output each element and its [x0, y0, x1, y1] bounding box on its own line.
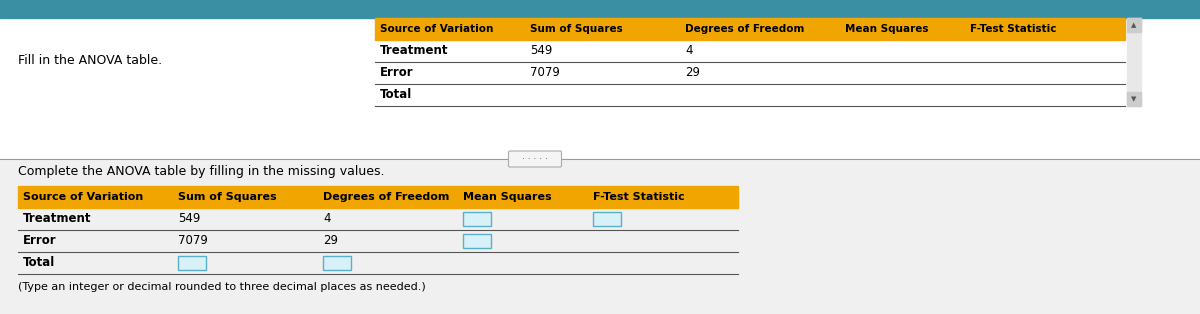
- Text: ▼: ▼: [1132, 96, 1136, 102]
- Text: Sum of Squares: Sum of Squares: [178, 192, 277, 202]
- Text: Mean Squares: Mean Squares: [463, 192, 552, 202]
- Text: ▲: ▲: [1132, 22, 1136, 28]
- Text: 29: 29: [685, 67, 700, 79]
- Text: Sum of Squares: Sum of Squares: [530, 24, 623, 34]
- Bar: [1127, 92, 1141, 106]
- Bar: [1127, 18, 1141, 106]
- Text: Fill in the ANOVA table.: Fill in the ANOVA table.: [18, 53, 162, 67]
- Text: 29: 29: [323, 235, 338, 247]
- Bar: [463, 212, 491, 226]
- Bar: [18, 186, 738, 208]
- Bar: [178, 256, 206, 270]
- Text: Treatment: Treatment: [23, 213, 91, 225]
- Bar: [593, 212, 622, 226]
- Text: Error: Error: [23, 235, 56, 247]
- Text: 7079: 7079: [530, 67, 560, 79]
- Text: Total: Total: [23, 257, 55, 269]
- Text: 549: 549: [178, 213, 200, 225]
- Text: Source of Variation: Source of Variation: [23, 192, 143, 202]
- Text: 4: 4: [323, 213, 330, 225]
- Bar: [463, 234, 491, 248]
- FancyBboxPatch shape: [509, 151, 562, 167]
- Text: 7079: 7079: [178, 235, 208, 247]
- Text: Total: Total: [380, 89, 413, 101]
- Text: · · · · ·: · · · · ·: [522, 154, 548, 164]
- Text: F-Test Statistic: F-Test Statistic: [593, 192, 685, 202]
- Text: Degrees of Freedom: Degrees of Freedom: [685, 24, 804, 34]
- Text: F-Test Statistic: F-Test Statistic: [970, 24, 1056, 34]
- Text: Source of Variation: Source of Variation: [380, 24, 493, 34]
- Bar: [0, 0, 1200, 18]
- Bar: [1127, 18, 1141, 32]
- Text: Treatment: Treatment: [380, 45, 449, 57]
- Bar: [374, 18, 1126, 40]
- Bar: [323, 256, 352, 270]
- Text: (Type an integer or decimal rounded to three decimal places as needed.): (Type an integer or decimal rounded to t…: [18, 282, 426, 292]
- Text: Mean Squares: Mean Squares: [845, 24, 929, 34]
- Text: 549: 549: [530, 45, 552, 57]
- Text: Complete the ANOVA table by filling in the missing values.: Complete the ANOVA table by filling in t…: [18, 165, 384, 178]
- Text: Error: Error: [380, 67, 414, 79]
- Text: 4: 4: [685, 45, 692, 57]
- Bar: [0, 18, 1200, 159]
- Text: Degrees of Freedom: Degrees of Freedom: [323, 192, 449, 202]
